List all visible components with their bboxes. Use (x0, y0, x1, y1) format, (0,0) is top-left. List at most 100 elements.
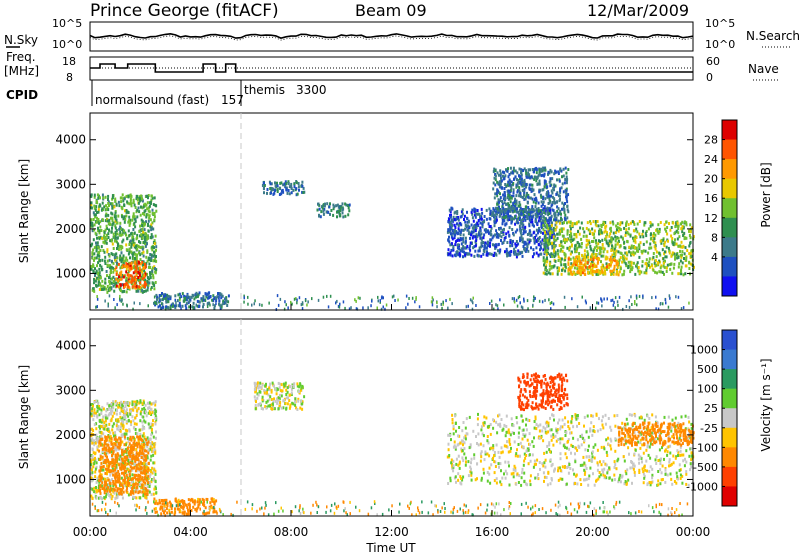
data-cell (149, 253, 152, 256)
data-cell (109, 431, 112, 435)
data-cell (635, 246, 638, 250)
data-cell (95, 461, 98, 465)
data-cell (150, 194, 153, 198)
data-cell (96, 439, 99, 443)
data-cell (470, 230, 473, 234)
data-cell (339, 209, 342, 212)
data-cell (446, 230, 449, 234)
data-cell (451, 254, 454, 258)
data-cell (545, 272, 548, 276)
data-cell (90, 201, 93, 205)
data-cell (110, 402, 113, 406)
data-cell (574, 244, 577, 248)
data-cell (120, 273, 122, 277)
data-cell (509, 196, 511, 200)
data-cell (148, 410, 151, 413)
data-cell (619, 244, 622, 248)
data-cell (591, 270, 594, 274)
data-cell (142, 250, 145, 254)
data-cell (637, 269, 640, 273)
data-cell (581, 269, 584, 273)
data-cell (565, 187, 568, 191)
data-cell (193, 297, 196, 301)
data-cell (625, 264, 628, 268)
data-cell (610, 238, 613, 242)
data-cell (485, 208, 488, 212)
data-cell (560, 272, 563, 276)
data-cell (137, 458, 140, 462)
data-cell (674, 257, 676, 261)
freq-tick-high: 18 (62, 55, 76, 68)
data-cell (464, 220, 467, 224)
data-cell (101, 497, 103, 501)
data-cell (602, 220, 605, 224)
data-cell (97, 489, 99, 493)
data-cell (104, 219, 107, 223)
data-cell (657, 223, 660, 227)
data-cell (134, 258, 137, 262)
data-cell (624, 231, 627, 235)
data-cell (533, 239, 536, 243)
data-cell (149, 437, 152, 441)
data-cell (218, 302, 220, 306)
data-cell (677, 227, 680, 231)
data-cell (645, 271, 648, 275)
data-cell (520, 219, 523, 223)
data-cell (227, 300, 230, 304)
data-cell (573, 266, 576, 270)
data-cell (521, 223, 524, 227)
data-cell (489, 209, 492, 213)
data-cell (130, 232, 133, 236)
data-cell (154, 414, 157, 418)
data-cell (501, 216, 504, 219)
data-cell (96, 409, 99, 413)
data-cell (125, 194, 128, 198)
data-cell (485, 228, 487, 232)
data-cell (523, 181, 526, 184)
data-cell (137, 289, 140, 293)
data-cell (482, 236, 485, 240)
data-cell (599, 232, 602, 236)
data-cell (678, 235, 681, 239)
data-cell (125, 270, 128, 274)
data-cell (590, 271, 593, 275)
data-cell (316, 208, 319, 212)
data-cell (567, 220, 570, 224)
data-cell (136, 233, 139, 237)
data-cell (95, 199, 98, 203)
data-cell (519, 194, 522, 198)
data-cell (263, 186, 265, 190)
data-cell (98, 405, 101, 408)
data-cell (613, 255, 616, 259)
data-cell (558, 269, 561, 273)
data-cell (151, 221, 154, 225)
data-cell (552, 209, 555, 213)
data-cell (138, 477, 141, 481)
data-cell (449, 220, 452, 224)
data-cell (475, 237, 478, 241)
data-cell (124, 218, 127, 221)
data-cell (140, 194, 143, 198)
data-cell (531, 197, 534, 201)
data-cell (503, 236, 506, 240)
data-cell (545, 253, 548, 257)
data-cell (326, 294, 328, 298)
data-cell (582, 258, 585, 262)
data-cell (97, 486, 100, 490)
data-cell (285, 182, 288, 186)
data-cell (141, 268, 143, 272)
data-cell (672, 243, 675, 246)
data-cell (551, 177, 554, 181)
data-cell (140, 486, 143, 490)
data-cell (540, 230, 542, 234)
data-cell (605, 239, 608, 243)
data-cell (111, 216, 114, 220)
data-cell (91, 256, 94, 260)
data-cell (608, 239, 611, 243)
data-cell (606, 265, 608, 269)
data-cell (115, 485, 118, 489)
data-cell (486, 229, 489, 233)
data-cell (129, 469, 132, 473)
data-cell (227, 294, 230, 298)
data-cell (553, 172, 556, 176)
